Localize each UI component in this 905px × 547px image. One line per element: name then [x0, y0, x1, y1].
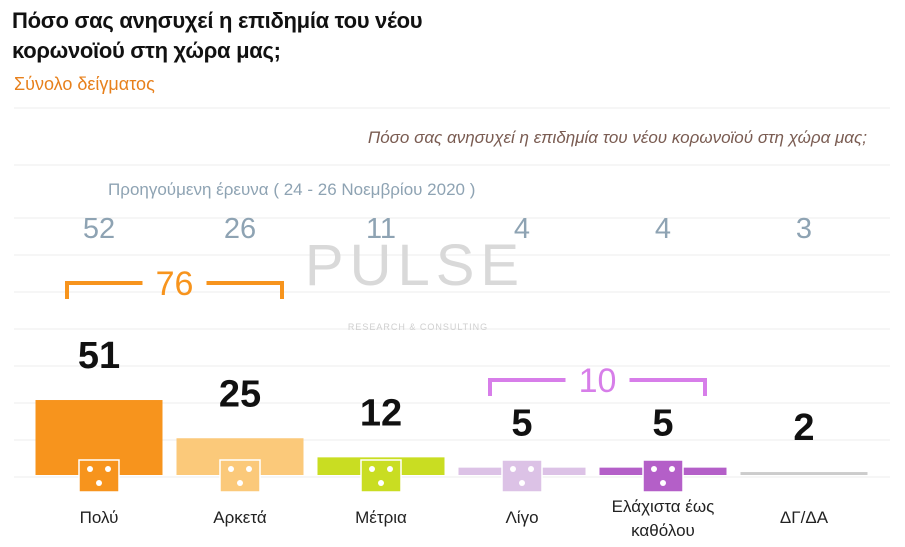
- title: Πόσο σας ανησυχεί η επιδημία του νέου κο…: [12, 8, 423, 63]
- question: Πόσο σας ανησυχεί η επιδημία του νέου κο…: [367, 128, 867, 147]
- previous-value: 52: [83, 213, 115, 245]
- icon-star: [387, 466, 393, 472]
- icon-star: [660, 480, 666, 486]
- watermark-name: PULSE: [305, 233, 525, 298]
- category-label: Πολύ: [79, 508, 119, 527]
- icon-star: [510, 466, 516, 472]
- value-label: 5: [511, 403, 532, 445]
- previous-value: 4: [655, 213, 671, 245]
- bar: [740, 472, 868, 475]
- value-label: 5: [652, 403, 673, 445]
- icon-star: [237, 480, 243, 486]
- icon: [78, 459, 120, 493]
- icon-star: [228, 466, 234, 472]
- icon-star: [519, 480, 525, 486]
- value-label: 51: [78, 335, 120, 377]
- previous-value: 3: [796, 213, 812, 245]
- icon-star: [669, 466, 675, 472]
- icon-star: [651, 466, 657, 472]
- icon-star: [96, 480, 102, 486]
- icon: [360, 459, 402, 493]
- group-bracket: [65, 281, 284, 299]
- subtitle: Σύνολο δείγματος: [14, 74, 155, 94]
- icon-star: [369, 466, 375, 472]
- category-label: Λίγο: [505, 508, 539, 527]
- watermark-tagline: RESEARCH & CONSULTING: [348, 322, 488, 332]
- icon: [219, 459, 261, 493]
- icon-star: [528, 466, 534, 472]
- category-label: ΔΓ/ΔΑ: [779, 508, 829, 527]
- icon-star: [378, 480, 384, 486]
- category-label: Αρκετά: [213, 508, 267, 527]
- value-label: 12: [360, 392, 402, 434]
- icon-star: [246, 466, 252, 472]
- icon: [642, 459, 684, 493]
- group-bracket: [488, 378, 707, 396]
- previous-value: 26: [224, 213, 256, 245]
- value-label: 25: [219, 373, 261, 415]
- previous-survey-label: Προηγούμενη έρευνα ( 24 - 26 Νοεμβρίου 2…: [108, 180, 476, 199]
- icon-star: [87, 466, 93, 472]
- icon-star: [105, 466, 111, 472]
- group-label: 76: [156, 265, 194, 303]
- previous-value: 4: [514, 213, 530, 245]
- value-label: 2: [793, 407, 814, 449]
- background-lines: [14, 107, 890, 478]
- previous-value: 11: [366, 213, 396, 245]
- category-label: Μέτρια: [355, 508, 407, 527]
- group-label: 10: [579, 362, 617, 400]
- category-label: Ελάχιστα έως καθόλου: [611, 497, 715, 540]
- icon: [501, 459, 543, 493]
